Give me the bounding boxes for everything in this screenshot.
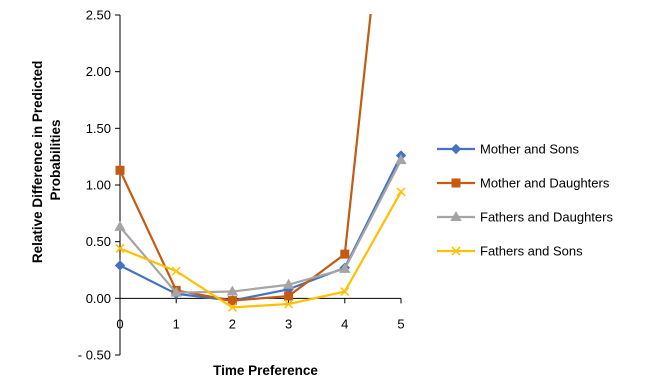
series-line xyxy=(119,155,402,302)
y-axis-title: Relative Difference in Predicted Probabi… xyxy=(30,57,63,263)
data-point-marker xyxy=(284,291,294,301)
legend-marker xyxy=(451,178,461,188)
series-fathers-and-daughters xyxy=(114,154,407,297)
y-tick-label: 0.00 xyxy=(86,291,111,306)
series-layer xyxy=(114,14,407,312)
y-tick-label: 0.50 xyxy=(86,234,111,249)
data-point-marker xyxy=(339,262,351,273)
legend-marker xyxy=(451,246,461,256)
x-tick-label: 2 xyxy=(229,316,236,331)
data-point-marker xyxy=(340,287,350,297)
data-point-marker xyxy=(227,296,237,306)
x-tick-label: 5 xyxy=(397,316,404,331)
legend-item: Fathers and Sons xyxy=(437,244,583,259)
y-axis-title-line-2: Probabilities xyxy=(48,119,63,200)
data-point-marker xyxy=(395,154,407,165)
y-tick-label: - 0.50 xyxy=(78,348,111,363)
x-tick-label: 1 xyxy=(173,316,180,331)
series-line xyxy=(119,191,402,309)
series-mother-and-sons xyxy=(114,150,407,306)
y-axis-ticks: - 0.50 0.00 0.50 1.00 1.50 2.00 2.50 xyxy=(78,8,120,363)
legend-item: Mother and Sons xyxy=(437,142,580,157)
legend-label: Fathers and Sons xyxy=(480,244,583,259)
x-tick-label: 4 xyxy=(341,316,348,331)
y-tick-label: 2.00 xyxy=(86,64,111,79)
legend-label: Mother and Daughters xyxy=(480,176,610,191)
legend-label: Mother and Sons xyxy=(480,142,580,157)
data-point-marker xyxy=(115,165,125,175)
series-line xyxy=(119,14,372,302)
data-point-marker xyxy=(114,220,126,231)
y-axis-title-line-1: Relative Difference in Predicted xyxy=(30,61,45,264)
x-tick-label: 3 xyxy=(285,316,292,331)
legend-item: Mother and Daughters xyxy=(437,176,610,191)
data-point-marker xyxy=(340,249,350,259)
x-tick-label: 0 xyxy=(116,316,123,331)
x-axis-title: Time Preference xyxy=(213,363,318,378)
legend-marker xyxy=(450,143,462,155)
data-point-marker xyxy=(170,286,182,297)
y-tick-label: 2.50 xyxy=(86,8,111,23)
legend: Mother and Sons Mother and Daughters Fathe… xyxy=(437,142,613,259)
legend-item: Fathers and Daughters xyxy=(437,210,613,225)
data-point-marker xyxy=(227,302,237,312)
y-tick-label: 1.50 xyxy=(86,121,111,136)
data-point-marker xyxy=(282,278,295,289)
data-point-marker xyxy=(114,260,126,271)
series-fathers-and-sons xyxy=(115,187,406,312)
data-point-marker xyxy=(284,299,294,309)
series-line xyxy=(119,159,402,294)
legend-label: Fathers and Daughters xyxy=(480,210,613,225)
legend-marker xyxy=(450,210,462,221)
data-point-marker xyxy=(171,266,181,276)
data-point-marker xyxy=(396,187,406,197)
data-point-marker xyxy=(115,243,125,253)
x-axis-ticks: 0 1 2 3 4 5 xyxy=(116,298,405,331)
y-tick-label: 1.00 xyxy=(86,178,111,193)
series-mother-and-daughters xyxy=(115,14,372,306)
data-point-marker xyxy=(226,285,239,296)
